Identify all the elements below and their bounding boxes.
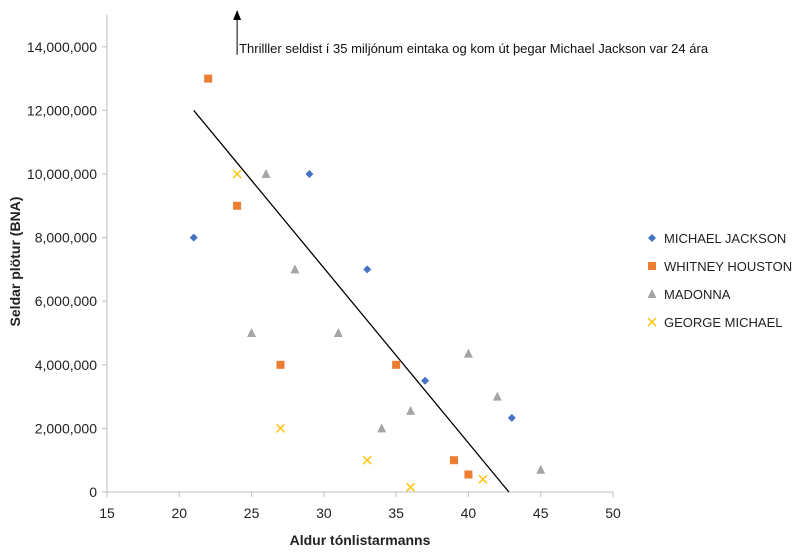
point-whitney-houston: [464, 470, 473, 479]
annotation-group: Thrilller seldist í 35 miljónum eintaka …: [233, 10, 709, 56]
point-madonna: [333, 328, 343, 337]
legend-marker-george-michael-stroke-b: [647, 317, 657, 327]
point-madonna: [536, 464, 546, 474]
point-george-michael-stroke-b: [232, 169, 242, 179]
y-tick-label: 8,000,000: [35, 230, 97, 246]
point-whitney-houston: [233, 201, 242, 210]
y-tick-label: 2,000,000: [35, 420, 97, 436]
y-tick-label: 10,000,000: [27, 166, 97, 182]
axes: [106, 15, 613, 493]
annotation-text: Thrilller seldist í 35 miljónum eintaka …: [239, 41, 709, 56]
point-michael-jackson: [305, 170, 314, 178]
point-george-michael: [362, 455, 372, 465]
x-axis-ticks: 15 20 25 30 35 40 45 50: [99, 492, 621, 521]
x-axis-title: Aldur tónlistarmanns: [290, 532, 431, 548]
x-tick-label: 50: [605, 505, 621, 521]
legend-marker-madonna: [647, 289, 657, 298]
point-whitney-houston: [449, 456, 458, 465]
point-whitney-houston: [392, 360, 401, 369]
point-madonna: [377, 423, 387, 433]
x-tick-label: 15: [99, 505, 115, 521]
x-tick-label: 20: [171, 505, 187, 521]
y-tick-label: 14,000,000: [27, 39, 97, 55]
point-madonna: [261, 169, 271, 178]
point-george-michael-stroke-b: [362, 455, 372, 465]
legend-label-george-michael: GEORGE MICHAEL: [664, 315, 782, 330]
point-george-michael: [275, 423, 285, 433]
series-michael-jackson: [189, 170, 516, 422]
x-tick-label: 35: [388, 505, 404, 521]
legend-label-michael-jackson: MICHAEL JACKSON: [664, 231, 786, 246]
y-tick-label: 6,000,000: [35, 293, 97, 309]
y-tick-label: 0: [89, 484, 97, 500]
x-tick-label: 45: [533, 505, 549, 521]
series-whitney-houston: [204, 74, 473, 479]
point-madonna: [406, 405, 416, 415]
trendline-group: [193, 109, 510, 493]
trendline: [193, 109, 510, 493]
legend: MICHAEL JACKSON WHITNEY HOUSTON MADONNA GEO…: [647, 231, 792, 330]
legend-label-whitney-houston: WHITNEY HOUSTON: [664, 259, 792, 274]
point-michael-jackson: [189, 233, 198, 242]
point-george-michael: [406, 482, 416, 492]
annotation-arrowhead: [233, 10, 242, 20]
point-george-michael-stroke-b: [275, 423, 285, 433]
y-tick-label: 12,000,000: [27, 102, 97, 118]
point-whitney-houston: [204, 74, 213, 83]
point-madonna: [290, 264, 300, 274]
series-madonna: [247, 169, 546, 474]
point-madonna: [247, 328, 257, 337]
point-george-michael: [478, 474, 488, 484]
point-george-michael-stroke-b: [478, 474, 488, 484]
point-michael-jackson: [421, 376, 430, 385]
legend-label-madonna: MADONNA: [664, 287, 731, 302]
point-george-michael-stroke-b: [406, 482, 416, 492]
y-axis-ticks: 0 2,000,000 4,000,000 6,000,000 8,000,000 10,…: [27, 39, 107, 500]
data-points: [189, 74, 546, 492]
legend-marker-michael-jackson: [648, 234, 656, 242]
legend-marker-whitney-houston: [648, 262, 656, 270]
x-tick-label: 25: [244, 505, 260, 521]
point-michael-jackson: [363, 265, 372, 274]
point-whitney-houston: [276, 360, 285, 369]
point-michael-jackson: [507, 413, 516, 422]
point-george-michael: [232, 169, 242, 179]
legend-marker-george-michael: [647, 317, 657, 327]
series-george-michael: [232, 169, 488, 492]
point-madonna: [463, 348, 473, 358]
x-tick-label: 40: [461, 505, 477, 521]
y-tick-label: 4,000,000: [35, 357, 97, 373]
x-tick-label: 30: [316, 505, 332, 521]
y-axis-title: Seldar plötur (BNA): [7, 197, 23, 327]
point-madonna: [492, 391, 502, 401]
